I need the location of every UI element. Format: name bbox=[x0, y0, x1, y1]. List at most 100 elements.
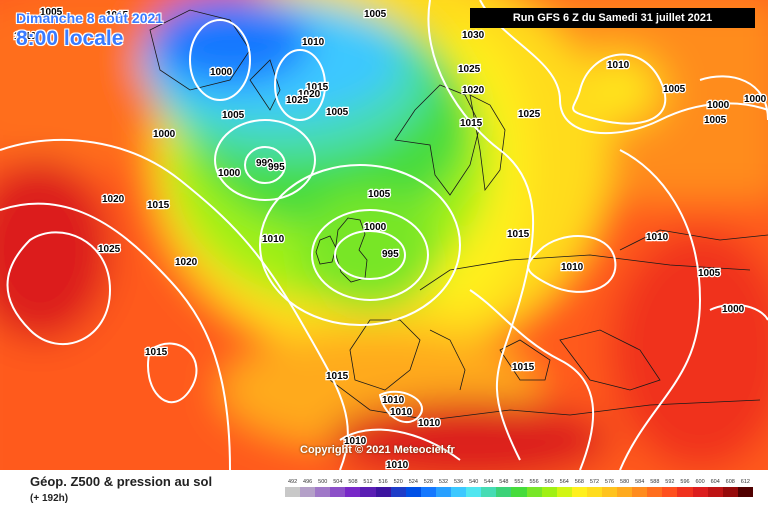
isobar-label: 1010 bbox=[386, 460, 409, 470]
scale-step-label: 556 bbox=[529, 479, 539, 485]
scale-step-label: 532 bbox=[438, 479, 449, 485]
isobar-label: 1020 bbox=[175, 257, 198, 268]
isobar-label: 1020 bbox=[102, 194, 125, 205]
isobar-label: 1010 bbox=[607, 60, 630, 71]
scale-step: 608 bbox=[722, 478, 738, 497]
scale-step-swatch bbox=[662, 487, 678, 497]
isobar-label: 1015 bbox=[147, 200, 170, 211]
scale-step-label: 544 bbox=[484, 479, 494, 485]
isobar-label: 1000 bbox=[722, 304, 745, 315]
isobar-label: 1015 bbox=[460, 118, 483, 129]
copyright-notice: Copyright © 2021 Meteociel.fr bbox=[300, 444, 455, 456]
scale-step-label: 564 bbox=[559, 479, 569, 485]
scale-step-swatch bbox=[330, 487, 346, 497]
scale-step-label: 540 bbox=[469, 479, 479, 485]
forecast-time: 8:00 locale bbox=[16, 27, 124, 50]
scale-step-swatch bbox=[315, 487, 331, 497]
isobar-label: 1015 bbox=[306, 82, 329, 93]
scale-step: 548 bbox=[496, 478, 512, 497]
isobar-labels: 1005 1015 1010 1005 1000 1010 1030 1025 … bbox=[13, 6, 768, 470]
isobar-label: 1000 bbox=[210, 67, 233, 78]
scale-step: 568 bbox=[571, 478, 587, 497]
scale-step: 572 bbox=[586, 478, 602, 497]
scale-step-label: 500 bbox=[318, 479, 328, 485]
isobar-label: 1010 bbox=[344, 436, 367, 447]
forecast-date: Dimanche 8 août 2021 bbox=[16, 10, 164, 26]
scale-step: 556 bbox=[526, 478, 542, 497]
isobar-label: 995 bbox=[268, 162, 285, 173]
scale-step-label: 604 bbox=[710, 479, 720, 485]
isobar-label: 1015 bbox=[326, 371, 349, 382]
isobar-label: 1025 bbox=[518, 109, 541, 120]
scale-step-swatch bbox=[722, 487, 738, 497]
legend-bar: Géop. Z500 & pression au sol (+ 192h) 49… bbox=[0, 470, 768, 512]
isobar-label: 1015 bbox=[512, 362, 535, 373]
scale-step-swatch bbox=[692, 487, 708, 497]
scale-step-label: 508 bbox=[348, 479, 358, 485]
scale-step-swatch bbox=[481, 487, 497, 497]
scale-step: 536 bbox=[451, 478, 467, 497]
scale-step-swatch bbox=[526, 487, 542, 497]
isobar-label: 1005 bbox=[704, 115, 727, 126]
scale-step: 520 bbox=[390, 478, 406, 497]
scale-step-swatch bbox=[586, 487, 602, 497]
scale-step-swatch bbox=[405, 487, 421, 497]
isobar-label: 1005 bbox=[40, 7, 63, 18]
scale-step-label: 576 bbox=[604, 479, 615, 485]
scale-step-swatch bbox=[285, 487, 301, 497]
isobar-label: 1020 bbox=[462, 85, 485, 96]
isobar-label: 995 bbox=[382, 249, 399, 260]
isobar-label: 1010 bbox=[302, 37, 325, 48]
isobar-label: 1010 bbox=[262, 234, 285, 245]
scale-step-swatch bbox=[617, 487, 633, 497]
isobar-label: 1010 bbox=[646, 232, 669, 243]
scale-step-label: 580 bbox=[620, 479, 630, 485]
scale-step-label: 596 bbox=[680, 479, 690, 485]
scale-step: 580 bbox=[617, 478, 633, 497]
scale-step-swatch bbox=[466, 487, 482, 497]
isobar-label: 1005 bbox=[663, 84, 686, 95]
scale-step: 532 bbox=[435, 478, 452, 497]
isobar-label: 1025 bbox=[286, 95, 309, 106]
scale-step-swatch bbox=[556, 487, 572, 497]
forecast-date-block: Dimanche 8 août 2021 8:00 locale bbox=[16, 11, 163, 49]
scale-step-label: 572 bbox=[589, 479, 600, 485]
isobar-label: 1010 bbox=[561, 262, 584, 273]
scale-step-label: 600 bbox=[695, 479, 705, 485]
scale-step-swatch bbox=[390, 487, 406, 497]
scale-step-label: 568 bbox=[574, 479, 584, 485]
scale-step: 604 bbox=[707, 478, 723, 497]
isobar-label: 1030 bbox=[462, 30, 485, 41]
scale-step: 600 bbox=[692, 478, 708, 497]
scale-step: 496 bbox=[300, 478, 316, 497]
scale-step-label: 608 bbox=[725, 479, 735, 485]
scale-step-swatch bbox=[496, 487, 512, 497]
scale-step: 588 bbox=[647, 478, 663, 497]
scale-step: 544 bbox=[481, 478, 497, 497]
isobar-label: 1000 bbox=[744, 94, 767, 105]
scale-step-label: 612 bbox=[740, 479, 750, 485]
scale-step-swatch bbox=[601, 487, 618, 497]
scale-step-label: 552 bbox=[514, 479, 524, 485]
scale-step-label: 504 bbox=[333, 479, 343, 485]
legend-title: Géop. Z500 & pression au sol bbox=[30, 474, 213, 489]
scale-step-label: 560 bbox=[544, 479, 554, 485]
isobar-label: 1010 bbox=[390, 407, 413, 418]
isobar-label: 1005 bbox=[364, 9, 387, 20]
legend-subtitle: (+ 192h) bbox=[30, 493, 69, 504]
scale-step-swatch bbox=[360, 487, 376, 497]
isobar-label: 1025 bbox=[98, 244, 121, 255]
scale-step: 504 bbox=[330, 478, 346, 497]
scale-step: 596 bbox=[677, 478, 693, 497]
scale-step-label: 548 bbox=[499, 479, 509, 485]
scale-step-label: 496 bbox=[303, 479, 313, 485]
scale-step-swatch bbox=[435, 487, 452, 497]
isobars bbox=[0, 0, 768, 470]
scale-step-swatch bbox=[632, 487, 648, 497]
model-run-banner: Run GFS 6 Z du Samedi 31 juillet 2021 bbox=[470, 8, 755, 28]
scale-step: 584 bbox=[632, 478, 648, 497]
scale-step: 560 bbox=[541, 478, 557, 497]
isobar-label: 1005 bbox=[698, 268, 721, 279]
scale-step: 528 bbox=[420, 478, 436, 497]
scale-step-swatch bbox=[677, 487, 693, 497]
